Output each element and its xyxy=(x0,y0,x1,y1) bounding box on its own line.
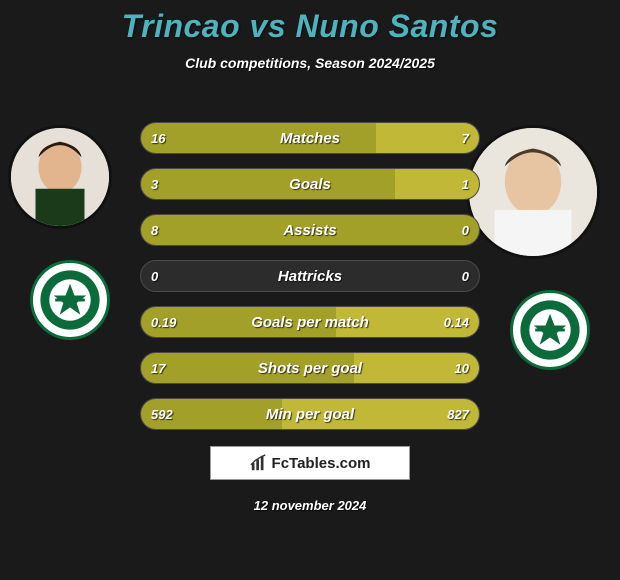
stat-row: Goals per match0.19 0.14 xyxy=(140,306,480,338)
stat-value-left: 16 xyxy=(141,123,175,153)
stat-label: Min per goal xyxy=(141,399,479,429)
date-text: 12 november 2024 xyxy=(0,498,620,513)
player-left-club-logo xyxy=(30,260,110,340)
stat-row: Min per goal592 827 xyxy=(140,398,480,430)
stat-row: Assists8 0 xyxy=(140,214,480,246)
title-vs: vs xyxy=(250,8,287,44)
stat-value-right: 1 xyxy=(452,169,479,199)
title-player-right: Nuno Santos xyxy=(296,8,499,44)
stat-label: Matches xyxy=(141,123,479,153)
stat-label: Goals per match xyxy=(141,307,479,337)
stat-value-right: 10 xyxy=(445,353,479,383)
player-right-avatar xyxy=(466,125,600,259)
stats-chart: Matches167Goals31Assists80Hattricks00Goa… xyxy=(140,122,480,444)
stat-row: Matches16 7 xyxy=(140,122,480,154)
stat-value-left: 592 xyxy=(141,399,183,429)
stat-value-right: 7 xyxy=(452,123,479,153)
stat-value-right: 0.14 xyxy=(434,307,479,337)
subtitle: Club competitions, Season 2024/2025 xyxy=(0,55,620,71)
stat-row: Goals3 1 xyxy=(140,168,480,200)
stat-value-left: 0.19 xyxy=(141,307,186,337)
page-title: Trincao vs Nuno Santos xyxy=(0,8,620,45)
stat-label: Goals xyxy=(141,169,479,199)
stat-label: Hattricks xyxy=(141,261,479,291)
stat-value-right: 827 xyxy=(437,399,479,429)
stat-row: Hattricks0 0 xyxy=(140,260,480,292)
stat-value-left: 8 xyxy=(141,215,168,245)
player-right-club-logo xyxy=(510,290,590,370)
title-player-left: Trincao xyxy=(122,8,241,44)
brand-badge: FcTables.com xyxy=(210,446,410,480)
stat-value-left: 17 xyxy=(141,353,175,383)
brand-text: FcTables.com xyxy=(272,455,371,472)
stat-label: Assists xyxy=(141,215,479,245)
chart-icon xyxy=(250,454,268,472)
stat-label: Shots per goal xyxy=(141,353,479,383)
stat-value-right: 0 xyxy=(452,215,479,245)
player-left-avatar xyxy=(8,125,112,229)
stat-value-right: 0 xyxy=(452,261,479,291)
stat-row: Shots per goal17 10 xyxy=(140,352,480,384)
stat-value-left: 0 xyxy=(141,261,168,291)
stat-value-left: 3 xyxy=(141,169,168,199)
